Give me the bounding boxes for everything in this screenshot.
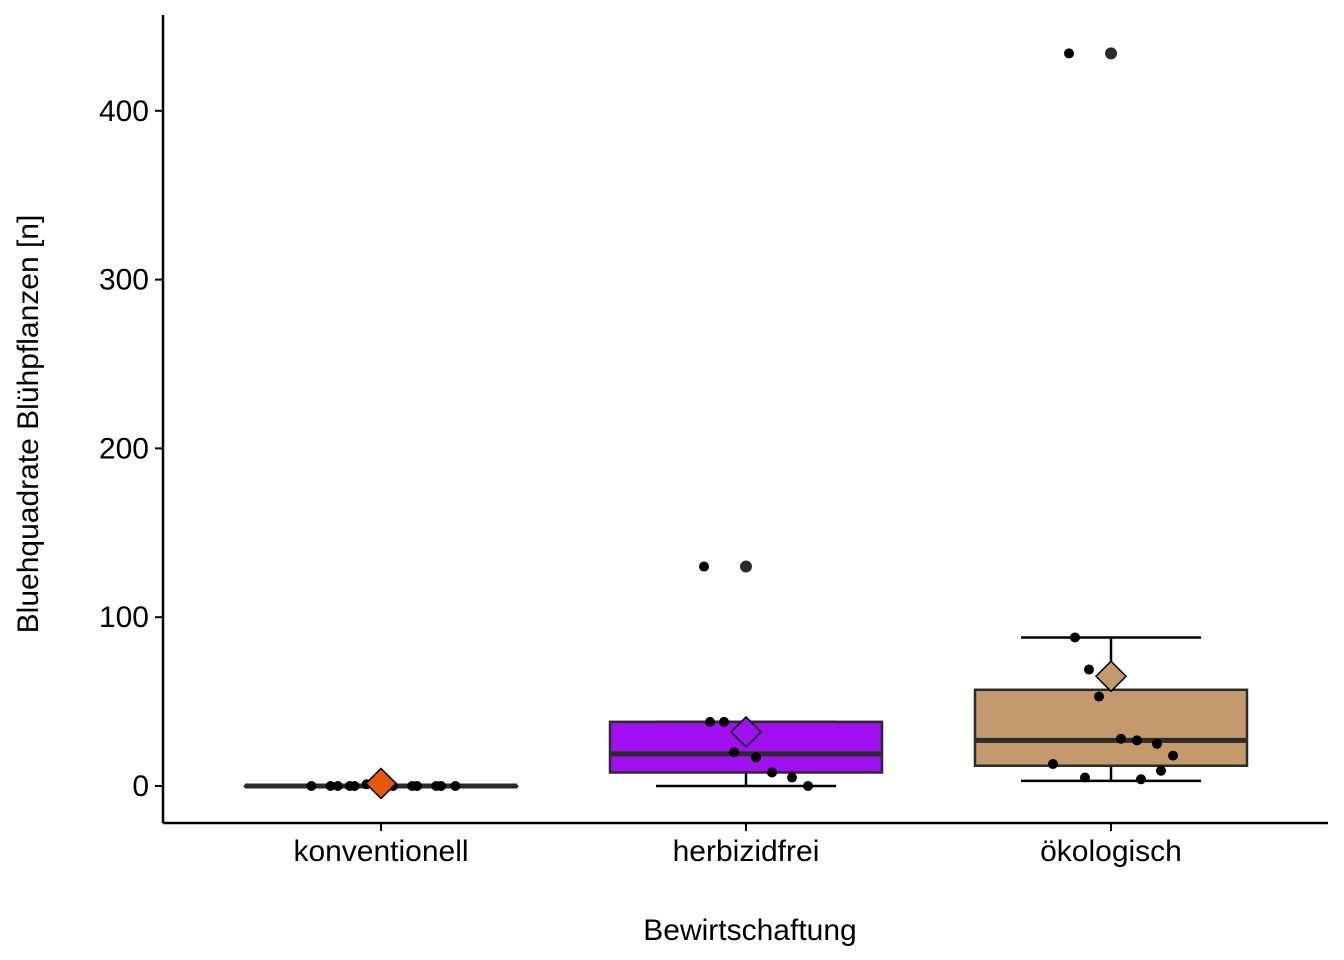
- data-point: [412, 781, 422, 791]
- data-point: [436, 781, 446, 791]
- x-tick-label: herbizidfrei: [673, 835, 820, 868]
- data-point: [1084, 664, 1094, 675]
- mean-marker: [729, 715, 763, 749]
- y-axis-title: Bluehquadrate Blühpflanzen [n]: [12, 215, 45, 634]
- y-tick-label: 400: [99, 95, 149, 128]
- data-point: [1064, 48, 1074, 59]
- data-point: [803, 781, 813, 791]
- box-group-herbizidfrei: [608, 560, 884, 791]
- data-point: [1116, 733, 1126, 744]
- box-group-ökologisch: [973, 47, 1249, 785]
- data-point: [1094, 691, 1104, 702]
- y-tick-label: 300: [99, 264, 149, 297]
- data-point: [344, 781, 355, 791]
- data-point: [705, 716, 715, 727]
- box-group-konventionell: [243, 767, 519, 800]
- data-point: [1168, 750, 1178, 761]
- outlier-point: [1105, 47, 1117, 60]
- data-point: [729, 747, 739, 758]
- x-tick-label: konventionell: [293, 835, 468, 868]
- data-point: [1080, 772, 1090, 783]
- x-tick-label: ökologisch: [1040, 835, 1182, 868]
- data-point: [1136, 774, 1146, 785]
- data-point: [787, 772, 797, 783]
- y-tick-label: 100: [99, 601, 149, 634]
- data-point: [767, 767, 777, 778]
- box: [973, 688, 1249, 767]
- data-point: [719, 716, 729, 727]
- data-point: [306, 781, 317, 791]
- data-point: [332, 781, 343, 791]
- mean-marker: [1094, 660, 1128, 693]
- data-point: [1156, 765, 1166, 776]
- data-point: [1070, 632, 1080, 643]
- data-point: [751, 752, 761, 763]
- data-point: [699, 561, 709, 572]
- data-point: [1132, 735, 1142, 746]
- data-point: [1048, 759, 1058, 770]
- y-tick-label: 0: [132, 770, 149, 803]
- outlier-point: [740, 560, 752, 573]
- plot-area: [243, 47, 1249, 800]
- axes: 0 100 200 300 400 konventionell herbizidfrei ök…: [99, 15, 1328, 868]
- y-tick-label: 200: [99, 432, 149, 465]
- x-axis-title: Bewirtschaftung: [643, 914, 856, 947]
- data-point: [450, 781, 461, 791]
- data-point: [325, 781, 336, 791]
- data-point: [1152, 738, 1162, 749]
- mean-marker: [364, 767, 398, 800]
